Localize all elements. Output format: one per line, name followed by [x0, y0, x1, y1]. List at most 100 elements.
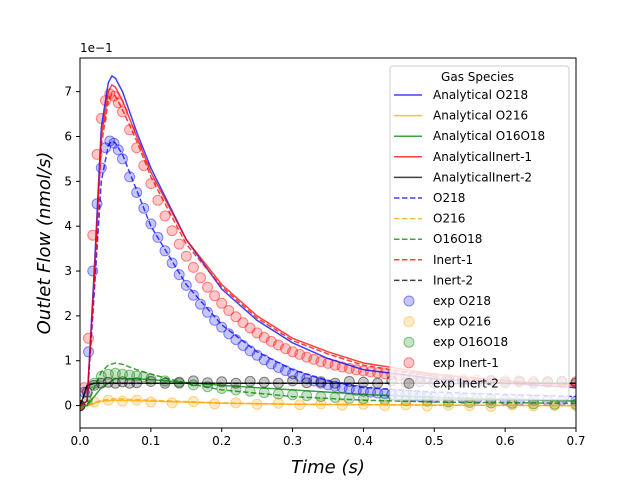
data-point-exp-o216 [145, 396, 157, 408]
data-point-exp-inert-1 [308, 353, 320, 365]
y-tick-label: 4 [64, 219, 72, 233]
legend-entry-o218: O218 [394, 191, 465, 205]
series-line-o16o18 [80, 362, 576, 407]
legend-entry-exp-o218: exp O218 [403, 294, 491, 308]
legend-label: Analytical O216 [433, 109, 528, 123]
data-point-exp-o218 [104, 135, 116, 147]
data-point-exp-inert-1 [173, 238, 185, 250]
legend-entry-o16o18: O16O18 [394, 232, 482, 246]
x-tick-label: 0.5 [425, 434, 444, 448]
legend-entry-o216: O216 [394, 212, 465, 226]
x-tick-label: 0.7 [566, 434, 585, 448]
data-point-exp-o16o18 [301, 390, 313, 402]
data-point-exp-o218 [251, 349, 263, 361]
data-point-exp-inert-1 [272, 339, 284, 351]
legend-label: O218 [433, 191, 465, 205]
y-tick-label: 1 [64, 354, 72, 368]
x-tick-label: 0.3 [283, 434, 302, 448]
data-point-exp-inert-1 [570, 376, 576, 388]
x-tick-label: 0.6 [496, 434, 515, 448]
data-point-exp-inert-1 [216, 297, 228, 309]
data-point-exp-inert-1 [280, 343, 291, 355]
series-line-analytical-o218 [80, 74, 576, 407]
y-axis: 0 1 2 3 4 5 6 7 [64, 85, 80, 413]
legend-label: Analytical O218 [433, 88, 528, 102]
legend-entry-exp-inert-2: exp Inert-2 [403, 376, 499, 390]
data-point-exp-o218 [216, 321, 228, 333]
x-tick-label: 0.1 [141, 434, 160, 448]
data-point-exp-inert-1 [166, 225, 178, 237]
legend-entry-analyticalinert-2: AnalyticalInert-2 [394, 170, 532, 184]
y-tick-label: 5 [64, 174, 72, 188]
data-point-exp-inert-1 [202, 281, 213, 293]
data-point-exp-o216 [485, 401, 497, 412]
legend-entry-exp-o16o18: exp O16O18 [403, 335, 508, 349]
legend: Gas Species Analytical O218 Analytical O21… [389, 65, 570, 401]
data-point-exp-inert-1 [237, 317, 249, 329]
data-point-exp-o216 [166, 397, 178, 409]
data-point-exp-inert-1 [294, 348, 306, 360]
legend-entry-analytical-o216: Analytical O216 [394, 109, 528, 123]
y-offset-label: 1e−1 [80, 41, 113, 55]
x-tick-label: 0.4 [354, 434, 373, 448]
data-point-exp-inert-1 [209, 290, 221, 302]
legend-marker [403, 316, 415, 328]
data-point-exp-o218 [131, 187, 143, 198]
data-point-exp-o218 [202, 306, 213, 318]
series-line-analytical-o16o18 [80, 377, 576, 407]
data-point-exp-o16o18 [343, 392, 355, 404]
data-point-exp-o218 [117, 153, 128, 165]
data-point-exp-o16o18 [124, 369, 136, 381]
legend-entry-analyticalinert-1: AnalyticalInert-1 [394, 150, 532, 164]
legend-marker [403, 336, 415, 348]
legend-marker [403, 357, 415, 369]
legend-label: exp Inert-1 [433, 356, 499, 370]
data-point-exp-inert-1 [301, 351, 313, 363]
data-point-exp-o218 [95, 162, 107, 174]
data-point-exp-inert-2 [216, 376, 228, 388]
data-point-exp-inert-1 [258, 331, 270, 343]
legend-label: exp Inert-2 [433, 376, 499, 390]
legend-entry-exp-o216: exp O216 [403, 315, 491, 329]
legend-title: Gas Species [441, 70, 514, 84]
legend-box [389, 65, 570, 401]
data-point-exp-inert-1 [223, 305, 235, 316]
legend-label: O16O18 [433, 232, 482, 246]
data-point-exp-inert-1 [287, 346, 299, 358]
data-point-exp-inert-1 [244, 322, 256, 334]
data-point-exp-o16o18 [315, 391, 327, 403]
y-tick-label: 7 [64, 85, 72, 99]
legend-label: exp O16O18 [433, 335, 508, 349]
data-point-exp-o218 [145, 218, 157, 230]
data-point-exp-o218 [322, 379, 334, 391]
data-point-exp-o16o18 [258, 387, 270, 399]
legend-entry-inert-1: Inert-1 [394, 253, 473, 267]
series-line-o218 [80, 140, 576, 407]
y-tick-label: 2 [64, 309, 72, 323]
data-point-exp-inert-1 [265, 335, 277, 347]
data-point-exp-o216 [421, 400, 433, 412]
legend-marker [403, 295, 415, 307]
legend-label: Inert-1 [433, 253, 473, 267]
data-point-exp-inert-2 [357, 376, 369, 388]
legend-entry-analytical-o218: Analytical O218 [394, 88, 528, 102]
data-point-exp-o218 [287, 368, 299, 380]
data-point-exp-o218 [187, 289, 199, 301]
legend-label: Inert-2 [433, 273, 473, 287]
data-point-exp-inert-2 [244, 375, 256, 387]
data-point-exp-inert-1 [251, 327, 263, 339]
series-line-analyticalinert-1 [80, 83, 576, 407]
y-tick-label: 6 [64, 129, 72, 143]
y-axis-label: Outlet Flow (nmol/s) [34, 152, 55, 335]
legend-entry-exp-inert-1: exp Inert-1 [403, 356, 499, 370]
x-tick-label: 0.0 [70, 434, 89, 448]
data-point-exp-o16o18 [329, 392, 341, 403]
legend-label: exp O216 [433, 315, 491, 329]
data-point-exp-o218 [112, 144, 124, 156]
data-point-exp-o16o18 [244, 385, 256, 397]
data-point-exp-inert-2 [258, 376, 270, 388]
y-tick-label: 3 [64, 264, 72, 278]
legend-entry-analytical-o16o18: Analytical O16O18 [394, 129, 545, 143]
axes-frame [79, 57, 577, 429]
